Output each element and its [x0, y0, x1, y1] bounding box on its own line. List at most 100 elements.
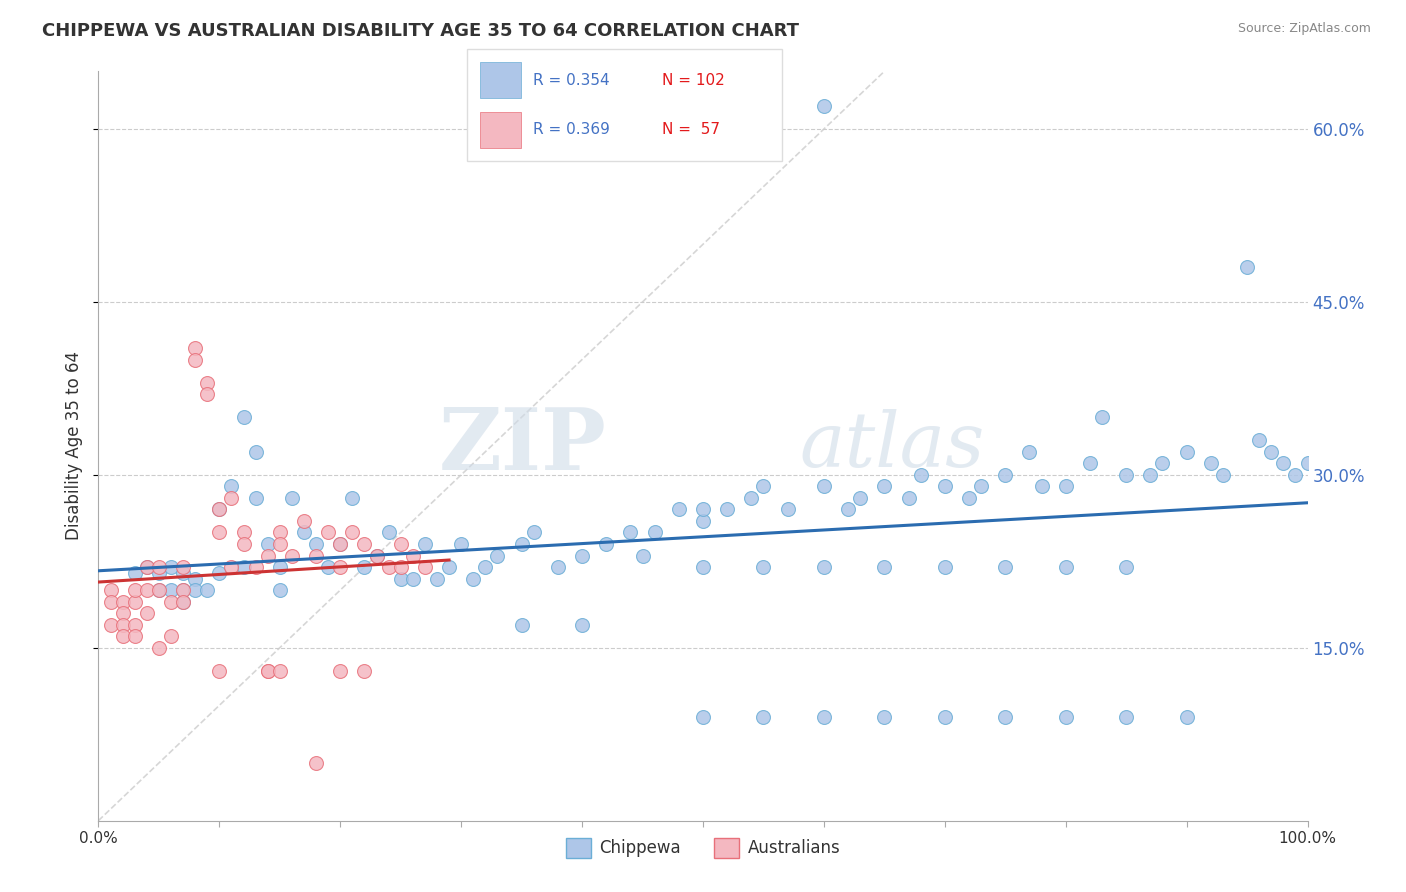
Point — [256, 664, 278, 678]
Point — [897, 491, 920, 505]
Point — [208, 525, 231, 540]
Point — [245, 491, 267, 505]
Point — [740, 491, 762, 505]
Point — [1249, 434, 1271, 448]
Point — [172, 560, 194, 574]
Point — [160, 560, 183, 574]
Point — [124, 629, 146, 643]
Point — [124, 617, 146, 632]
Point — [305, 549, 328, 563]
Point — [571, 617, 593, 632]
Point — [208, 502, 231, 516]
Point — [124, 583, 146, 598]
Point — [232, 525, 254, 540]
Point — [1236, 260, 1258, 275]
Point — [269, 525, 291, 540]
Point — [172, 583, 194, 598]
Point — [195, 387, 218, 401]
Point — [316, 525, 339, 540]
Point — [208, 502, 231, 516]
Point — [1175, 710, 1198, 724]
Point — [970, 479, 993, 493]
Point — [813, 479, 835, 493]
Point — [195, 583, 218, 598]
Point — [1054, 479, 1077, 493]
Point — [377, 525, 399, 540]
Point — [413, 560, 436, 574]
Point — [135, 560, 157, 574]
Point — [329, 537, 352, 551]
Point — [873, 710, 896, 724]
Point — [377, 560, 399, 574]
Point — [1115, 560, 1137, 574]
Point — [292, 514, 315, 528]
Point — [813, 710, 835, 724]
Point — [910, 467, 932, 482]
Point — [366, 549, 388, 563]
Point — [184, 352, 207, 367]
Point — [1031, 479, 1053, 493]
Point — [221, 491, 243, 505]
Point — [172, 583, 194, 598]
Point — [195, 376, 218, 390]
Point — [837, 502, 859, 516]
Point — [256, 537, 278, 551]
Point — [184, 583, 207, 598]
Point — [184, 572, 207, 586]
Point — [692, 560, 714, 574]
Point — [1175, 444, 1198, 458]
Point — [450, 537, 472, 551]
Point — [934, 560, 956, 574]
Point — [413, 537, 436, 551]
Point — [148, 583, 170, 598]
Point — [1091, 410, 1114, 425]
Point — [1296, 456, 1319, 470]
Point — [1284, 467, 1306, 482]
Point — [692, 502, 714, 516]
Y-axis label: Disability Age 35 to 64: Disability Age 35 to 64 — [65, 351, 83, 541]
Point — [305, 537, 328, 551]
Point — [1152, 456, 1174, 470]
Point — [994, 467, 1017, 482]
Point — [1018, 444, 1040, 458]
Point — [245, 560, 267, 574]
Point — [353, 560, 375, 574]
Point — [389, 572, 412, 586]
Point — [1054, 710, 1077, 724]
Point — [873, 479, 896, 493]
Point — [221, 560, 243, 574]
Point — [366, 549, 388, 563]
Point — [692, 710, 714, 724]
Point — [426, 572, 449, 586]
Point — [813, 99, 835, 113]
Text: CHIPPEWA VS AUSTRALIAN DISABILITY AGE 35 TO 64 CORRELATION CHART: CHIPPEWA VS AUSTRALIAN DISABILITY AGE 35… — [42, 22, 799, 40]
Point — [245, 444, 267, 458]
Point — [256, 549, 278, 563]
Point — [1272, 456, 1295, 470]
Point — [135, 583, 157, 598]
Point — [342, 491, 364, 505]
Point — [100, 617, 122, 632]
Text: Source: ZipAtlas.com: Source: ZipAtlas.com — [1237, 22, 1371, 36]
Point — [1054, 560, 1077, 574]
Point — [232, 410, 254, 425]
Point — [523, 525, 546, 540]
Point — [342, 525, 364, 540]
Point — [1078, 456, 1101, 470]
Point — [111, 606, 134, 620]
Point — [692, 514, 714, 528]
Point — [148, 566, 170, 580]
Point — [316, 560, 339, 574]
Point — [752, 560, 775, 574]
Point — [160, 583, 183, 598]
Point — [994, 560, 1017, 574]
Point — [269, 583, 291, 598]
Point — [849, 491, 872, 505]
Point — [148, 640, 170, 655]
Point — [100, 594, 122, 608]
Point — [510, 617, 533, 632]
Point — [776, 502, 799, 516]
Point — [463, 572, 485, 586]
Point — [111, 629, 134, 643]
Point — [184, 341, 207, 355]
